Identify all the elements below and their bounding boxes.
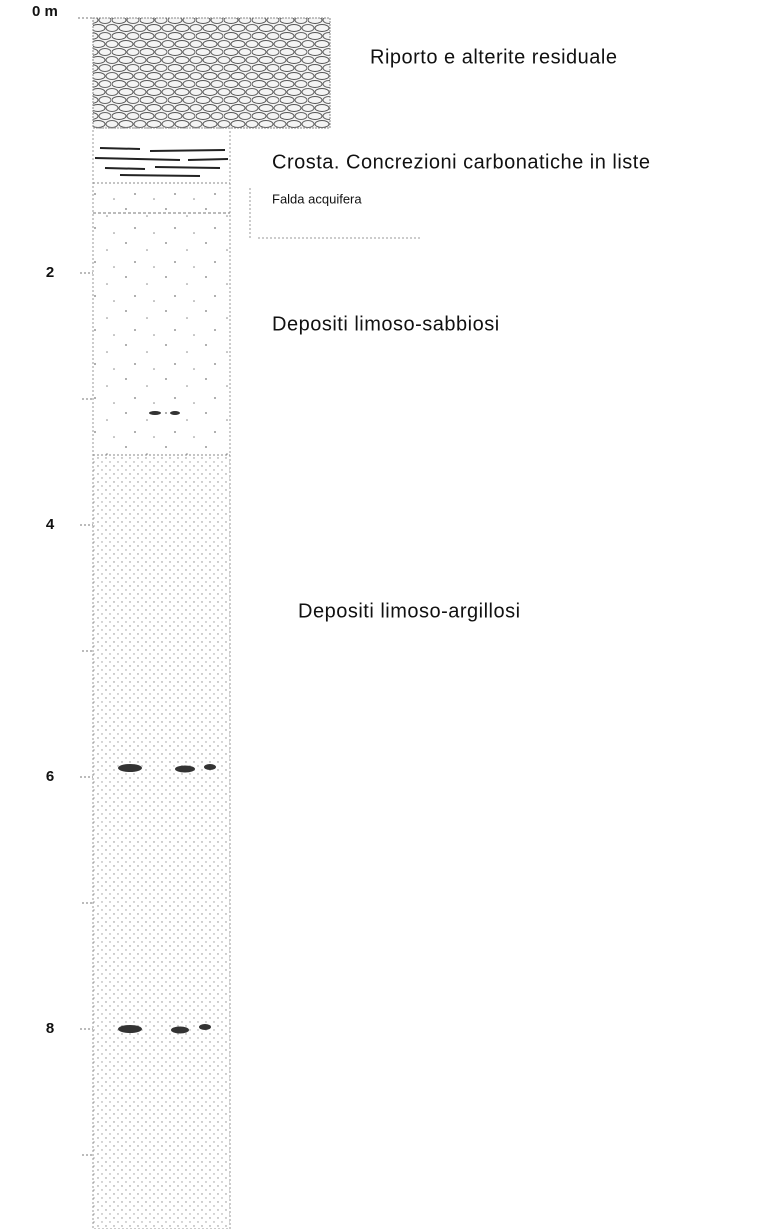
water-table-label: Falda acquifera (272, 191, 362, 206)
page: {"depth_labels": ["0 m", "2", "4", "6", … (0, 0, 780, 1229)
depth-label: 8 (46, 1020, 54, 1037)
crust-layer (93, 148, 230, 183)
layer-fill (93, 18, 330, 128)
layer-label: Crosta. Concrezioni carbonatiche in list… (272, 151, 650, 173)
depth-label: 6 (46, 768, 54, 785)
layer-fill (93, 455, 230, 1229)
depth-label: 4 (46, 516, 55, 533)
stratigraphic-column: 0 m 2 4 6 8 Falda acquifera Riporto (0, 0, 780, 1229)
layer-label: Depositi limoso-sabbiosi (272, 313, 500, 335)
layer-label: Riporto e alterite residuale (370, 46, 617, 68)
depth-label: 0 m (32, 3, 58, 20)
layer-fill (93, 183, 230, 455)
depth-label: 2 (46, 264, 54, 281)
depth-scale: 0 m 2 4 6 8 (32, 3, 93, 1155)
layer-label: Depositi limoso-argillosi (298, 600, 521, 622)
